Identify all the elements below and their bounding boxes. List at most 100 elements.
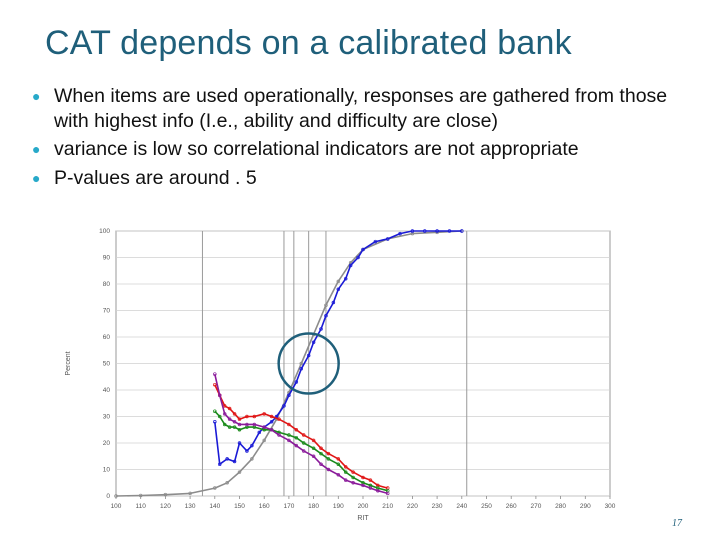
data-point bbox=[227, 417, 232, 421]
x-axis-label: RIT bbox=[357, 515, 369, 522]
y-tick-label: 90 bbox=[103, 255, 111, 262]
data-point bbox=[311, 454, 316, 459]
data-point bbox=[232, 420, 237, 424]
data-point bbox=[227, 425, 232, 429]
data-point bbox=[294, 380, 299, 384]
bullet-text: P-values are around . 5 bbox=[54, 166, 257, 189]
data-point bbox=[282, 404, 286, 408]
data-point bbox=[237, 441, 242, 445]
data-point bbox=[351, 470, 355, 474]
data-point bbox=[410, 229, 415, 233]
data-point bbox=[368, 478, 373, 482]
series-line bbox=[214, 410, 388, 492]
y-tick-label: 60 bbox=[103, 334, 111, 341]
data-point bbox=[326, 457, 331, 461]
y-tick-label: 70 bbox=[103, 308, 111, 315]
x-tick-label: 210 bbox=[382, 503, 393, 510]
data-point bbox=[225, 457, 229, 461]
data-point bbox=[361, 483, 365, 488]
data-point bbox=[163, 492, 168, 497]
data-point bbox=[301, 441, 306, 445]
data-point bbox=[287, 393, 291, 398]
x-tick-label: 190 bbox=[333, 503, 344, 510]
y-tick-label: 40 bbox=[103, 387, 111, 394]
data-point bbox=[188, 491, 192, 496]
data-point bbox=[324, 314, 328, 318]
data-point bbox=[257, 430, 262, 435]
data-point bbox=[385, 491, 390, 496]
x-tick-label: 160 bbox=[259, 503, 270, 510]
y-tick-label: 10 bbox=[103, 467, 111, 474]
data-point bbox=[262, 425, 266, 429]
bullet-icon: ● bbox=[32, 141, 41, 158]
data-point bbox=[225, 481, 229, 485]
data-point bbox=[232, 412, 237, 416]
data-point bbox=[213, 372, 217, 376]
data-point bbox=[343, 478, 348, 482]
data-point bbox=[213, 382, 217, 387]
x-tick-label: 170 bbox=[283, 503, 294, 510]
chart-svg: 0 10 20 30 40 50 60 70 80 90 100 100 110 120 130 140 150… bbox=[65, 228, 616, 522]
data-point bbox=[331, 300, 336, 305]
data-point bbox=[447, 229, 452, 233]
bullet-item: ● When items are used operationally, res… bbox=[32, 84, 702, 133]
data-point bbox=[460, 229, 464, 233]
bullet-icon: ● bbox=[32, 88, 41, 104]
data-point bbox=[336, 473, 341, 477]
x-tick-label: 100 bbox=[111, 503, 122, 510]
data-point bbox=[222, 412, 227, 416]
data-point bbox=[237, 428, 242, 432]
data-point bbox=[217, 393, 222, 398]
data-point bbox=[336, 462, 341, 466]
data-point bbox=[351, 475, 355, 480]
data-point bbox=[222, 422, 227, 427]
x-tick-label: 140 bbox=[209, 503, 220, 510]
data-point bbox=[232, 425, 237, 429]
data-point bbox=[213, 420, 217, 424]
data-point bbox=[361, 475, 365, 480]
data-point bbox=[311, 340, 316, 345]
highlight-circle bbox=[277, 332, 340, 395]
data-point bbox=[301, 449, 306, 453]
data-point bbox=[138, 493, 143, 498]
x-tick-label: 240 bbox=[456, 503, 467, 510]
x-tick-label: 180 bbox=[308, 503, 319, 510]
data-point bbox=[287, 422, 291, 427]
data-point bbox=[361, 247, 365, 252]
x-tick-label: 300 bbox=[605, 503, 616, 510]
data-point bbox=[311, 446, 316, 451]
x-tick-label: 220 bbox=[407, 503, 418, 510]
x-tick-label: 200 bbox=[358, 503, 369, 510]
bullet-item: ● variance is low so correlational indic… bbox=[32, 137, 702, 162]
data-point bbox=[435, 229, 439, 233]
bullet-text: variance is low so correlational indicat… bbox=[54, 138, 579, 161]
data-point bbox=[245, 449, 249, 453]
data-point bbox=[319, 327, 323, 331]
data-point bbox=[306, 353, 311, 358]
data-point bbox=[319, 446, 323, 451]
data-point bbox=[299, 367, 304, 371]
data-point bbox=[237, 417, 242, 421]
y-tick-label: 50 bbox=[103, 361, 111, 368]
bullet-item: ● P-values are around . 5 bbox=[32, 166, 702, 191]
data-point bbox=[287, 438, 291, 443]
data-point bbox=[232, 459, 237, 464]
data-point bbox=[373, 239, 378, 244]
data-point bbox=[269, 428, 274, 432]
data-point bbox=[277, 417, 281, 421]
data-point bbox=[343, 470, 348, 474]
data-point bbox=[299, 361, 304, 366]
x-tick-label: 250 bbox=[481, 503, 492, 510]
slide-title: CAT depends on a calibrated bank bbox=[45, 24, 572, 62]
data-point bbox=[376, 488, 380, 493]
y-tick-label: 20 bbox=[103, 440, 111, 447]
data-point bbox=[277, 433, 281, 437]
y-tick-label: 0 bbox=[106, 493, 110, 500]
data-point bbox=[324, 303, 328, 307]
data-point bbox=[294, 428, 299, 432]
x-tick-label: 280 bbox=[555, 503, 566, 510]
series-line bbox=[214, 230, 462, 465]
data-point bbox=[385, 237, 390, 241]
data-point bbox=[287, 433, 291, 437]
data-point bbox=[336, 279, 341, 284]
